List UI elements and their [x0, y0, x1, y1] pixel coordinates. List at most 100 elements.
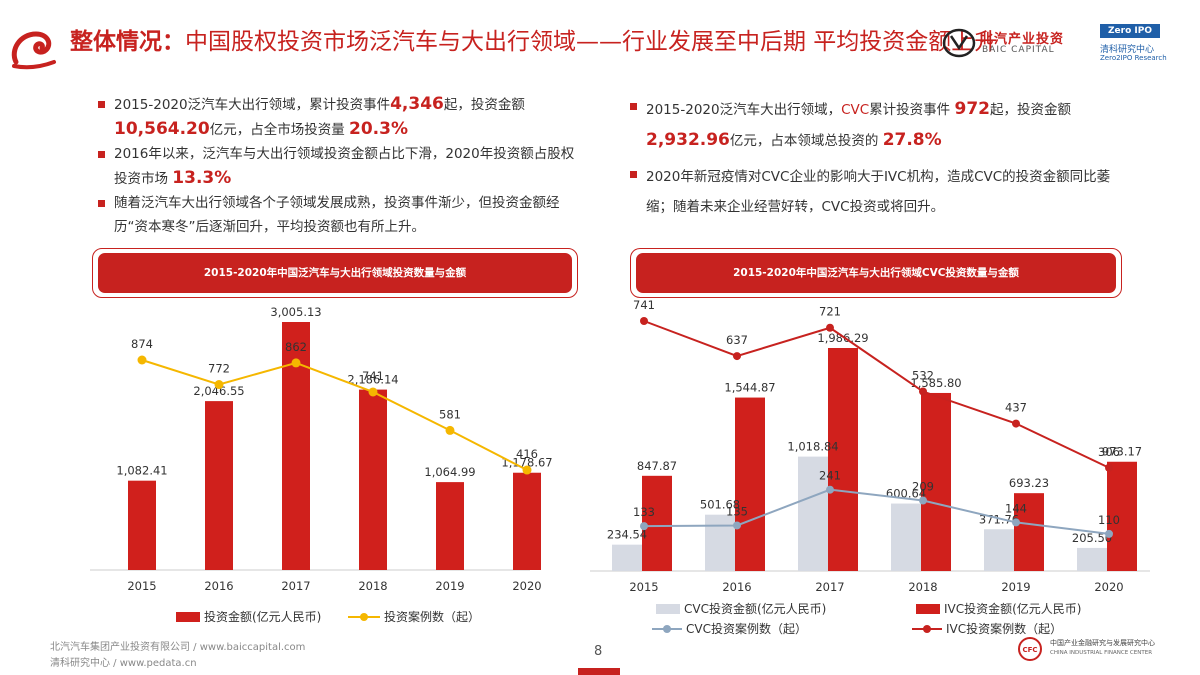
left-bullet-list: 2015-2020泛汽车大出行领域，累计投资事件4,346起，投资金额 10,5… — [98, 92, 578, 239]
left-legend-line-marker — [360, 613, 368, 621]
left-chart-point — [214, 380, 224, 390]
left-chart-x-tick: 2017 — [281, 579, 310, 593]
cfc-emblem-icon: CFC — [1018, 637, 1042, 661]
right-chart-ivc-bar-label: 1,585.80 — [910, 376, 961, 390]
zero2ipo-logo-box: Zero IPO — [1100, 24, 1160, 38]
left-legend-bar-swatch — [176, 612, 200, 622]
right-chart-cvc-point — [640, 522, 648, 531]
left-chart-point-label: 741 — [362, 369, 384, 383]
right-chart-ivc-point — [1105, 463, 1113, 472]
right-chart-x-tick: 2016 — [722, 580, 751, 594]
right-chart-cvc-point — [1012, 518, 1020, 527]
left-chart-bar — [436, 482, 464, 570]
left-bullet-3: 随着泛汽车大出行领域各个子领域发展成熟，投资事件渐少，但投资金额经历“资本寒冬”… — [98, 191, 578, 239]
left-chart-bar — [513, 472, 541, 570]
left-chart-bar-label: 1,082.41 — [116, 464, 167, 478]
right-chart-ivc-point — [1012, 419, 1020, 428]
left-chart-point-label: 416 — [516, 447, 538, 461]
right-chart-ivc-point-label: 306 — [1098, 445, 1120, 459]
page-number-bar — [578, 668, 620, 675]
right-chart-cvc-point — [919, 496, 927, 505]
right-chart-ivc-point-label: 532 — [912, 369, 934, 383]
left-chart-bar-label: 1,178.67 — [501, 456, 552, 470]
right-chart-cvc-point-label: 144 — [1005, 501, 1027, 515]
right-chart-cvc-bar — [891, 503, 921, 571]
right-chart-ivc-line — [643, 320, 1110, 469]
right-chart-ivc-bar-label: 1,986.29 — [817, 331, 868, 345]
right-chart-ivc-point — [826, 323, 834, 332]
left-chart-title-banner: 2015-2020年中国泛汽车与大出行领域投资数量与金额 — [92, 248, 578, 298]
left-chart-point-label: 772 — [208, 362, 230, 376]
right-legend-ivc-line-label: IVC投资案例数（起） — [946, 621, 1062, 636]
right-chart-cvc-bar — [1077, 547, 1107, 571]
cfc-logo: CFC 中国产业金融研究与发展研究中心 CHINA INDUSTRIAL FIN… — [1016, 636, 1186, 662]
right-chart-ivc-bar — [735, 397, 765, 571]
left-chart-title: 2015-2020年中国泛汽车与大出行领域投资数量与金额 — [98, 253, 572, 293]
left-chart-point — [137, 355, 147, 365]
right-chart-ivc-point-label: 437 — [1005, 401, 1027, 415]
left-chart-line — [141, 359, 528, 471]
right-chart-cvc-bar — [612, 544, 642, 571]
right-legend-cvc-bar-swatch — [656, 604, 680, 614]
left-chart-point — [291, 358, 301, 368]
baic-capital-logo: 北汽产业投资 BAIC CAPITAL — [942, 26, 1082, 62]
right-bullet-list: 2015-2020泛汽车大出行领域，CVC累计投资事件 972起，投资金额 2,… — [630, 94, 1130, 222]
right-chart-ivc-point-label: 637 — [726, 333, 748, 347]
right-chart-cvc-line — [643, 488, 1110, 535]
right-chart-cvc-point-label: 209 — [912, 479, 934, 493]
left-chart-point — [368, 387, 378, 397]
page-title: 整体情况：中国股权投资市场泛汽车与大出行领域——行业发展至中后期 平均投资金额上… — [70, 29, 998, 55]
right-chart-ivc-point-label: 741 — [633, 298, 655, 312]
right-chart-ivc-point — [640, 317, 648, 325]
right-chart-ivc-bar-label: 973.17 — [1102, 445, 1142, 459]
left-chart-x-tick: 2019 — [435, 579, 464, 593]
right-chart-ivc-point — [733, 352, 741, 361]
right-chart-ivc-bar — [921, 392, 951, 571]
right-chart-cvc-bar-label: 501.68 — [700, 498, 740, 512]
left-chart-bar-label: 3,005.13 — [270, 305, 321, 319]
page-number: 8 — [594, 644, 603, 659]
left-chart-x-tick: 2020 — [512, 579, 541, 593]
right-chart-cvc-point — [733, 521, 741, 530]
zero2ipo-logo-zh: 清科研究中心 — [1100, 45, 1155, 55]
left-bullet-1: 2015-2020泛汽车大出行领域，累计投资事件4,346起，投资金额 10,5… — [98, 92, 578, 142]
left-chart-bar-label: 2,046.55 — [193, 384, 244, 398]
right-chart-cvc-point-label: 135 — [726, 504, 748, 518]
right-legend-ivc-line-marker — [923, 625, 931, 633]
right-chart-cvc-bar-label: 205.50 — [1072, 531, 1112, 545]
left-bullet-2: 2016年以来，泛汽车与大出行领域投资金额占比下滑，2020年投资额占股权投资市… — [98, 142, 578, 191]
left-chart-x-tick: 2016 — [204, 579, 233, 593]
left-chart-point — [445, 425, 455, 435]
zero2ipo-logo-en: Zero2IPO Research — [1100, 54, 1167, 62]
right-chart-ivc-bar — [642, 475, 672, 571]
right-chart-title: 2015-2020年中国泛汽车与大出行领域CVC投资数量与金额 — [636, 253, 1116, 293]
brand-swirl-icon — [11, 31, 56, 70]
right-chart-ivc-bar — [1014, 493, 1044, 571]
right-chart-ivc-point-label: 721 — [819, 305, 841, 319]
right-chart-cvc-point-label: 241 — [819, 469, 841, 483]
left-investment-chart: 1,082.41 2015 2,046.55 2016 3,005.13 2017 2,18… — [90, 305, 553, 624]
right-chart-title-banner: 2015-2020年中国泛汽车与大出行领域CVC投资数量与金额 — [630, 248, 1122, 298]
right-chart-cvc-bar-label: 1,018.84 — [787, 440, 838, 454]
left-chart-bar-label: 1,064.99 — [424, 465, 475, 479]
right-chart-x-tick: 2018 — [908, 580, 937, 594]
cfc-logo-en: CHINA INDUSTRIAL FINANCE CENTER — [1050, 650, 1153, 656]
left-chart-point — [522, 465, 532, 475]
left-chart-bar — [128, 480, 156, 570]
right-chart-cvc-point — [826, 485, 834, 494]
right-cvc-investment-chart: 234.54 847.87 2015 501.68 1,544.87 2016 1,018.… — [590, 298, 1150, 636]
footer-source-1: 北汽汽车集团产业投资有限公司 / www.baiccapital.com — [50, 642, 306, 653]
left-chart-point-label: 862 — [285, 340, 307, 354]
baic-logo-zh: 北汽产业投资 — [980, 32, 1065, 47]
right-chart-ivc-bar — [1107, 461, 1137, 571]
right-chart-ivc-point — [919, 387, 927, 396]
left-chart-point-label: 874 — [131, 337, 153, 351]
right-chart-cvc-point — [1105, 529, 1113, 538]
right-chart-x-tick: 2019 — [1001, 580, 1030, 594]
cfc-logo-zh: 中国产业金融研究与发展研究中心 — [1050, 639, 1155, 647]
left-chart-point-label: 581 — [439, 407, 461, 421]
footer-source-2: 清科研究中心 / www.pedata.cn — [50, 658, 197, 669]
right-legend-cvc-line-label: CVC投资案例数（起） — [686, 621, 807, 636]
left-chart-x-tick: 2018 — [358, 579, 387, 593]
right-bullet-1: 2015-2020泛汽车大出行领域，CVC累计投资事件 972起，投资金额 2,… — [630, 94, 1130, 156]
